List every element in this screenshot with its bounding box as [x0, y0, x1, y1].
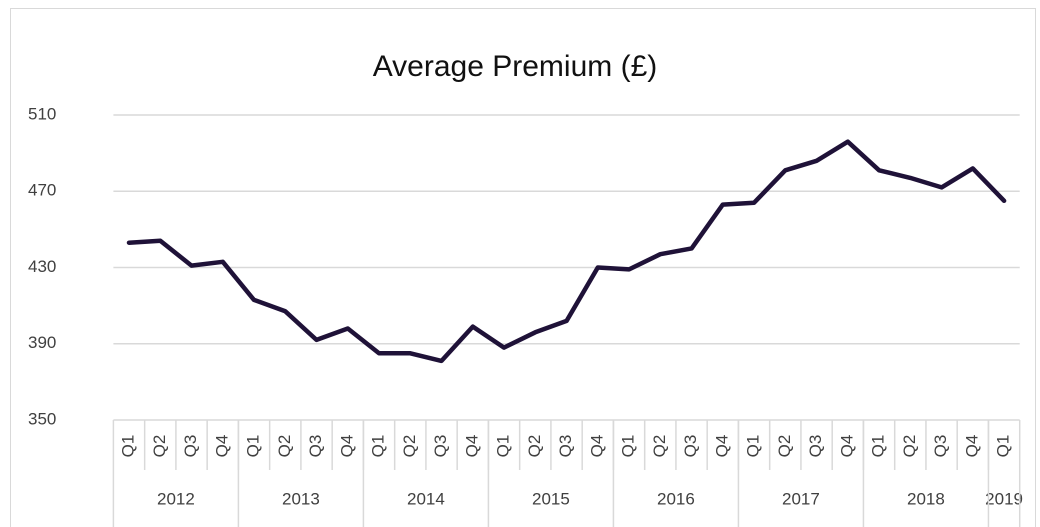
- x-tick-label: Q4: [962, 435, 981, 458]
- x-group-label: 2015: [532, 489, 570, 508]
- y-tick-label: 510: [28, 104, 56, 123]
- x-tick-label: Q4: [212, 435, 231, 458]
- x-tick-label: Q3: [431, 435, 450, 458]
- x-tick-label: Q3: [306, 435, 325, 458]
- x-tick-label: Q2: [900, 435, 919, 458]
- x-tick-label: Q3: [931, 435, 950, 458]
- x-tick-label: Q1: [494, 435, 513, 458]
- x-tick-label: Q3: [681, 435, 700, 458]
- x-group-label: 2014: [407, 489, 445, 508]
- x-tick-label: Q1: [744, 435, 763, 458]
- x-tick-label: Q2: [650, 435, 669, 458]
- x-tick-label: Q2: [400, 435, 419, 458]
- y-tick-label: 430: [28, 257, 56, 276]
- x-tick-label: Q2: [150, 435, 169, 458]
- x-tick-label: Q3: [556, 435, 575, 458]
- chart-border: [10, 8, 1036, 527]
- x-group-label: 2018: [907, 489, 945, 508]
- x-tick-label: Q1: [244, 435, 263, 458]
- x-tick-label: Q3: [181, 435, 200, 458]
- x-tick-label: Q1: [994, 435, 1013, 458]
- x-tick-label: Q1: [869, 435, 888, 458]
- x-group-label: 2013: [282, 489, 320, 508]
- x-tick-label: Q2: [775, 435, 794, 458]
- x-group-label: 2017: [782, 489, 820, 508]
- x-tick-label: Q1: [369, 435, 388, 458]
- x-group-label: 2012: [157, 489, 195, 508]
- y-tick-label: 470: [28, 181, 56, 200]
- x-tick-label: Q4: [712, 435, 731, 458]
- x-tick-label: Q4: [337, 435, 356, 458]
- x-tick-label: Q3: [806, 435, 825, 458]
- chart-title: Average Premium (£): [373, 50, 658, 83]
- x-tick-label: Q1: [119, 435, 138, 458]
- x-tick-label: Q2: [275, 435, 294, 458]
- x-tick-label: Q4: [587, 435, 606, 458]
- y-tick-label: 350: [28, 409, 56, 428]
- y-tick-label: 390: [28, 333, 56, 352]
- x-group-label: 2019: [985, 489, 1023, 508]
- x-tick-label: Q4: [462, 435, 481, 458]
- x-group-label: 2016: [657, 489, 695, 508]
- data-line: [126, 139, 1007, 364]
- x-tick-label: Q1: [619, 435, 638, 458]
- x-tick-label: Q4: [837, 435, 856, 458]
- x-tick-label: Q2: [525, 435, 544, 458]
